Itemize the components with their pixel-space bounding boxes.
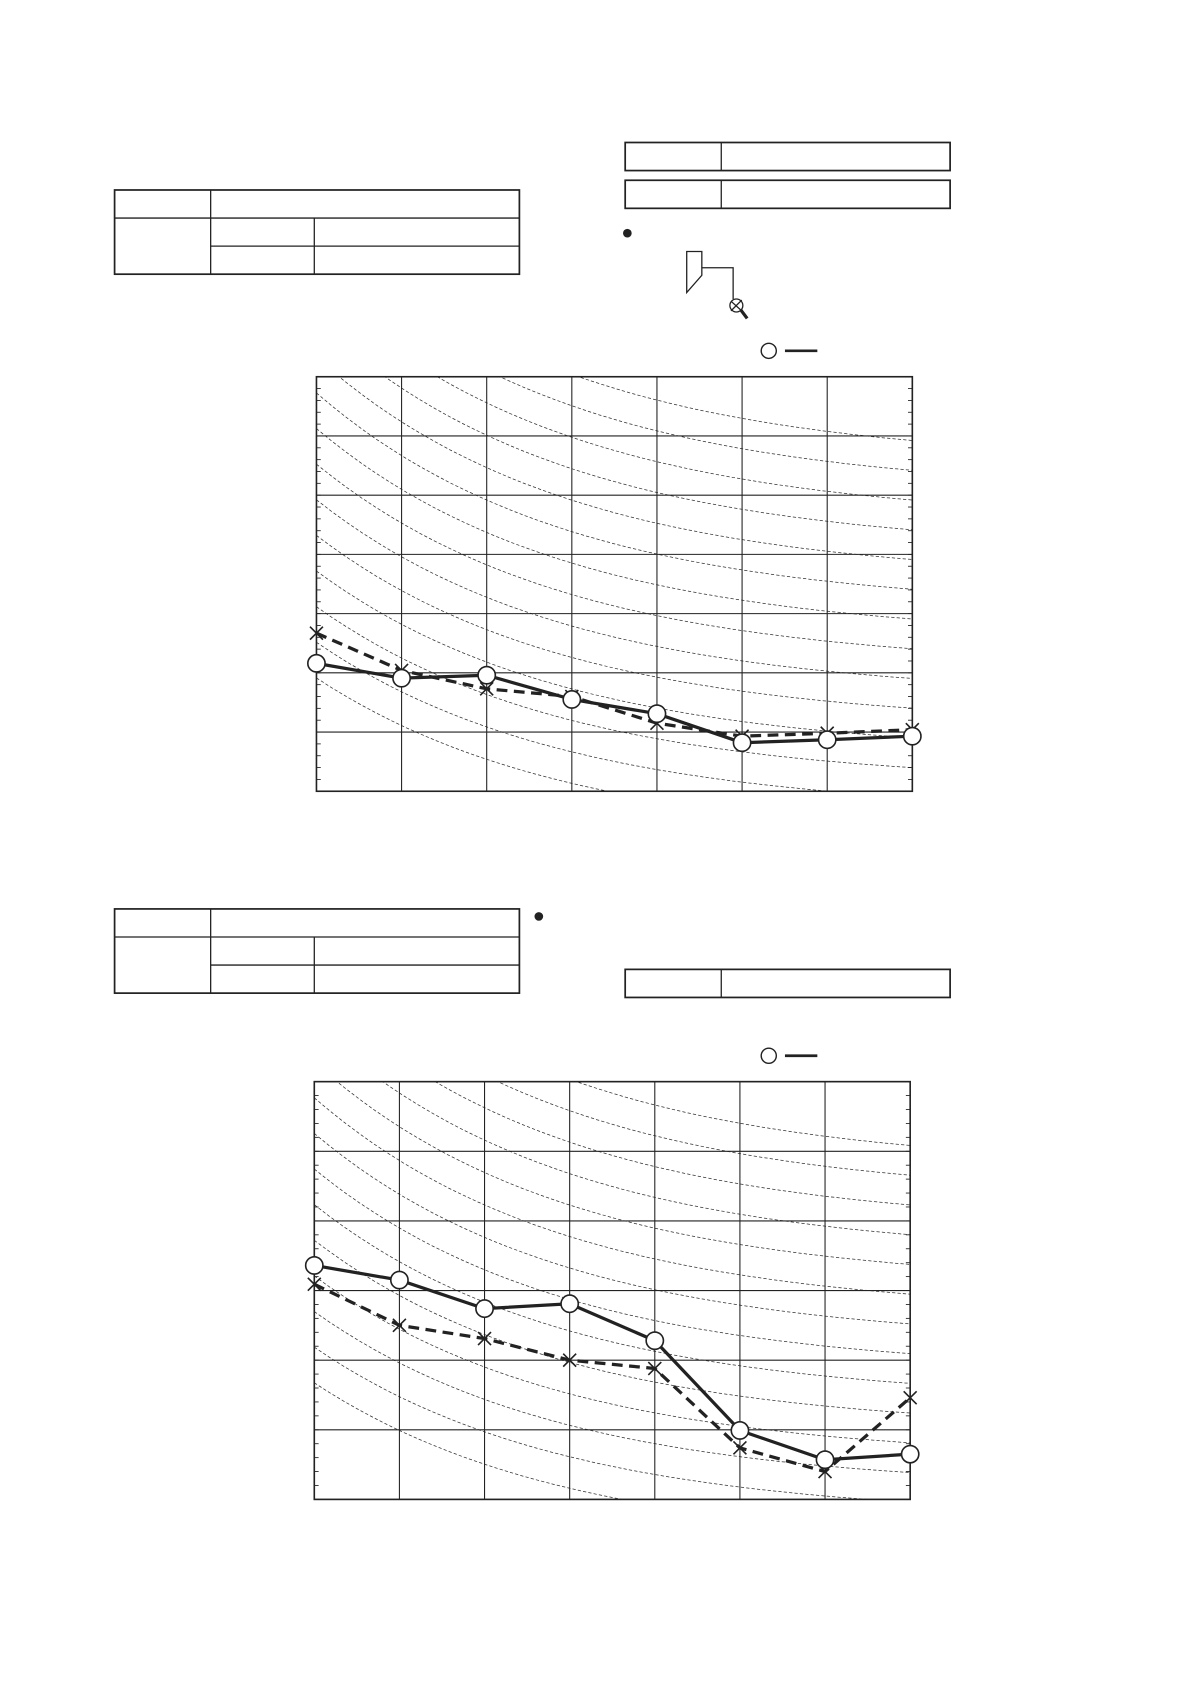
marker-circle [389,1270,409,1290]
plot-frame [313,1080,911,1501]
marker-x [309,626,324,641]
marker-circle [304,1256,324,1275]
marker-circle [645,1331,665,1351]
reference-curve [499,376,913,471]
reference-curve [336,1081,911,1265]
plot-frame [315,375,914,793]
reference-curve [316,463,913,650]
condition-boxes [624,141,951,210]
marker-circle [817,730,837,750]
condition-boxes [624,968,951,999]
reference-curves [316,376,913,792]
series-line [314,1263,911,1462]
marker-circle [560,1294,580,1314]
reference-curve [314,1204,911,1384]
reference-curves [314,1081,911,1500]
marker-circle [815,1450,835,1470]
reference-curve [314,1097,911,1295]
marker-x [477,1331,492,1346]
legend [760,342,818,360]
marker-x [903,1390,918,1405]
reference-curve [496,1081,911,1176]
reference-curve [314,1311,911,1473]
reference-curve [316,677,610,792]
spec-table [113,189,521,276]
reference-curve [384,376,913,531]
reference-curve [436,376,913,501]
chart [307,375,922,793]
reference-curve [314,1240,911,1414]
marker-circle [477,665,497,685]
reference-curve [316,606,913,769]
reference-curve [314,1346,874,1500]
marker-x [392,1318,407,1333]
series-line [316,661,913,745]
marker-circle [647,704,667,724]
reference-curve [577,376,913,441]
marker-circle [730,1421,750,1440]
chart [304,1080,920,1501]
marker-circle [562,690,582,709]
legend [760,1047,818,1064]
reference-curve [316,641,834,792]
marker-circle [900,1444,920,1464]
reference-curve [338,376,913,560]
marker-circle [475,1299,494,1319]
reference-curve [316,392,913,590]
bullet [534,912,544,921]
marker-x [562,1353,577,1368]
reference-curve [314,1133,911,1325]
reference-curve [316,499,913,679]
reference-curve [314,1275,911,1444]
reference-curve [316,570,913,739]
marker-x [732,1440,747,1455]
reference-curve [314,1168,911,1354]
reference-curve [316,535,913,709]
marker-x [647,1361,662,1376]
marker-circle [732,733,752,753]
marker-circle [392,668,412,688]
reference-curve [314,1382,625,1500]
marker-circle [902,726,922,746]
series-line [315,631,913,738]
reference-curve [382,1081,911,1236]
marker-circle [307,653,326,673]
series-line [313,1282,912,1474]
reference-curve [434,1081,911,1206]
reference-curve [316,428,913,620]
spec-table [113,908,521,994]
reference-curve [575,1081,911,1146]
microphone-diagram [686,250,749,320]
marker-x [479,681,494,696]
bullet [623,228,632,238]
marker-x [307,1277,322,1292]
